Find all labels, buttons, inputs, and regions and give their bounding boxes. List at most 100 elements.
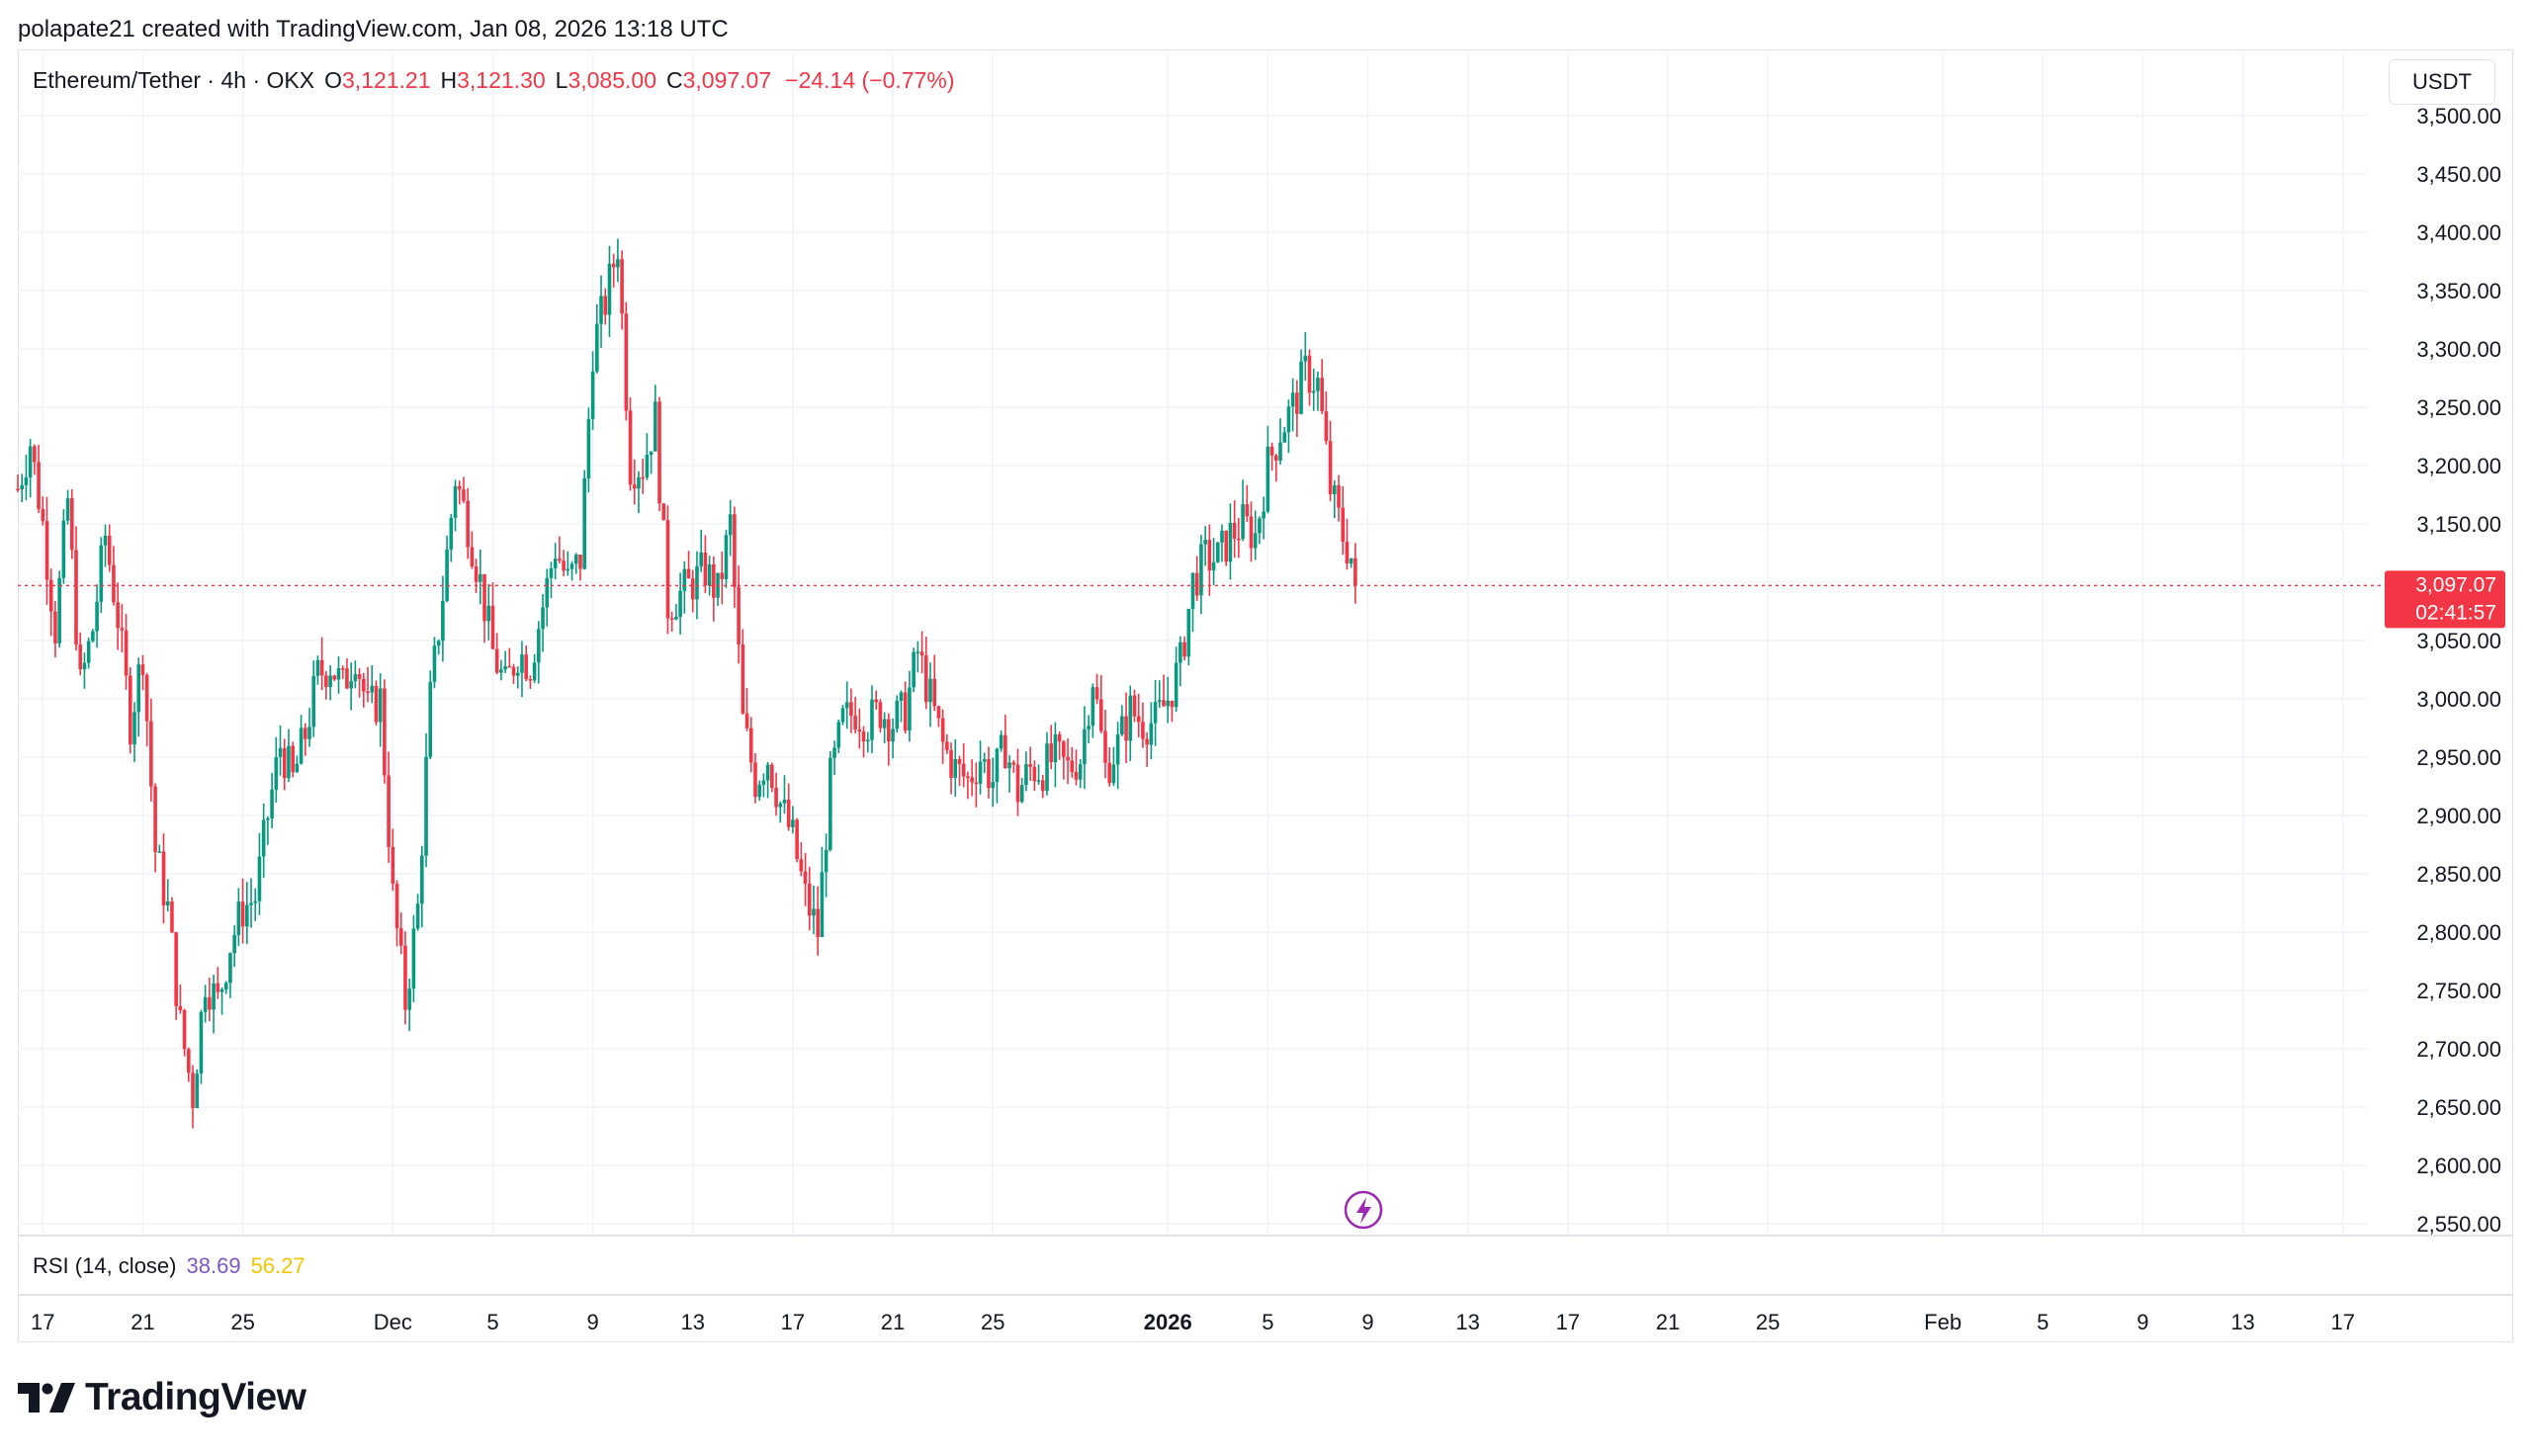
symbol-legend: Ethereum/Tether · 4h · OKX O3,121.21 H3,12…: [33, 67, 954, 94]
candle: [191, 1065, 195, 1129]
candle: [315, 655, 320, 685]
candle: [295, 755, 300, 773]
candle: [616, 238, 620, 283]
candle: [765, 761, 770, 799]
symbol-title[interactable]: Ethereum/Tether · 4h · OKX: [33, 67, 315, 93]
price-tick-label: 3,000.00: [2416, 687, 2501, 712]
candle: [328, 664, 332, 701]
candle: [357, 668, 362, 698]
candle: [1036, 764, 1041, 786]
currency-button[interactable]: USDT: [2389, 59, 2495, 105]
candle: [53, 600, 57, 658]
candle: [686, 551, 691, 579]
candle: [507, 647, 512, 668]
candle: [774, 772, 778, 816]
candle: [1162, 674, 1166, 707]
candle: [249, 878, 253, 928]
candle: [620, 250, 624, 330]
candle: [311, 660, 316, 737]
candle: [1320, 359, 1324, 414]
candle: [645, 433, 650, 480]
candle: [1286, 399, 1291, 454]
high-value: 3,121.30: [457, 67, 546, 93]
candle: [657, 396, 661, 512]
candle: [112, 546, 116, 606]
candle: [1007, 754, 1011, 793]
candle: [1078, 759, 1083, 789]
candle: [1295, 380, 1299, 438]
candle: [999, 730, 1004, 752]
price-tick-label: 3,400.00: [2416, 220, 2501, 245]
candle: [33, 444, 37, 475]
candle: [107, 524, 112, 572]
candle: [199, 1009, 204, 1084]
candle: [520, 641, 524, 698]
time-tick-label: 5: [2037, 1310, 2049, 1334]
candle: [1028, 746, 1032, 781]
candle: [573, 553, 578, 574]
candle: [1341, 486, 1346, 556]
candle: [628, 396, 633, 491]
brand-logo[interactable]: TradingView: [18, 1376, 306, 1419]
candle: [1132, 689, 1137, 723]
candle: [820, 846, 825, 938]
candle: [654, 385, 657, 452]
candle: [398, 912, 403, 955]
candle: [957, 755, 962, 786]
candle: [649, 451, 654, 474]
candle: [282, 738, 287, 791]
candle: [637, 471, 641, 513]
rsi-label[interactable]: RSI (14, close): [33, 1253, 177, 1278]
candle: [1120, 705, 1124, 736]
candle: [524, 645, 528, 682]
candle: [1107, 746, 1112, 787]
candle: [78, 632, 83, 676]
candle: [1128, 685, 1133, 761]
candle: [669, 611, 674, 632]
candle: [336, 656, 341, 694]
candle: [366, 666, 370, 703]
candle: [1019, 777, 1024, 804]
candle: [928, 662, 932, 728]
candle: [569, 560, 574, 581]
candle: [304, 723, 307, 756]
candle: [1070, 746, 1075, 778]
candle: [887, 713, 891, 766]
candle: [1062, 739, 1066, 780]
time-tick-label: Feb: [1924, 1310, 1962, 1334]
candle: [424, 732, 428, 868]
lightning-icon[interactable]: [1344, 1190, 1383, 1230]
candle: [228, 952, 232, 998]
candle: [153, 783, 157, 873]
candle: [474, 558, 479, 593]
candle: [65, 489, 70, 525]
candle: [486, 583, 491, 641]
candle: [807, 866, 812, 931]
candle: [874, 690, 878, 710]
candle: [37, 444, 41, 514]
candle: [724, 529, 729, 588]
candle: [716, 572, 720, 606]
candle: [432, 637, 437, 689]
candle: [607, 245, 612, 338]
candle: [861, 726, 866, 758]
candle: [1178, 636, 1182, 687]
candle: [1045, 731, 1049, 796]
open-label: O: [324, 67, 342, 93]
candle: [82, 652, 87, 689]
candle: [1266, 425, 1270, 514]
candle: [1153, 679, 1158, 746]
candle: [812, 885, 816, 935]
candle: [287, 728, 291, 783]
price-tick-label: 2,650.00: [2416, 1095, 2501, 1120]
candle: [270, 772, 274, 829]
candle: [466, 487, 470, 559]
candle: [761, 773, 766, 798]
candle: [791, 806, 795, 834]
candle: [1241, 479, 1245, 542]
candle: [132, 702, 136, 762]
candle: [1228, 503, 1233, 580]
candle: [665, 505, 670, 635]
candle: [1087, 715, 1091, 743]
